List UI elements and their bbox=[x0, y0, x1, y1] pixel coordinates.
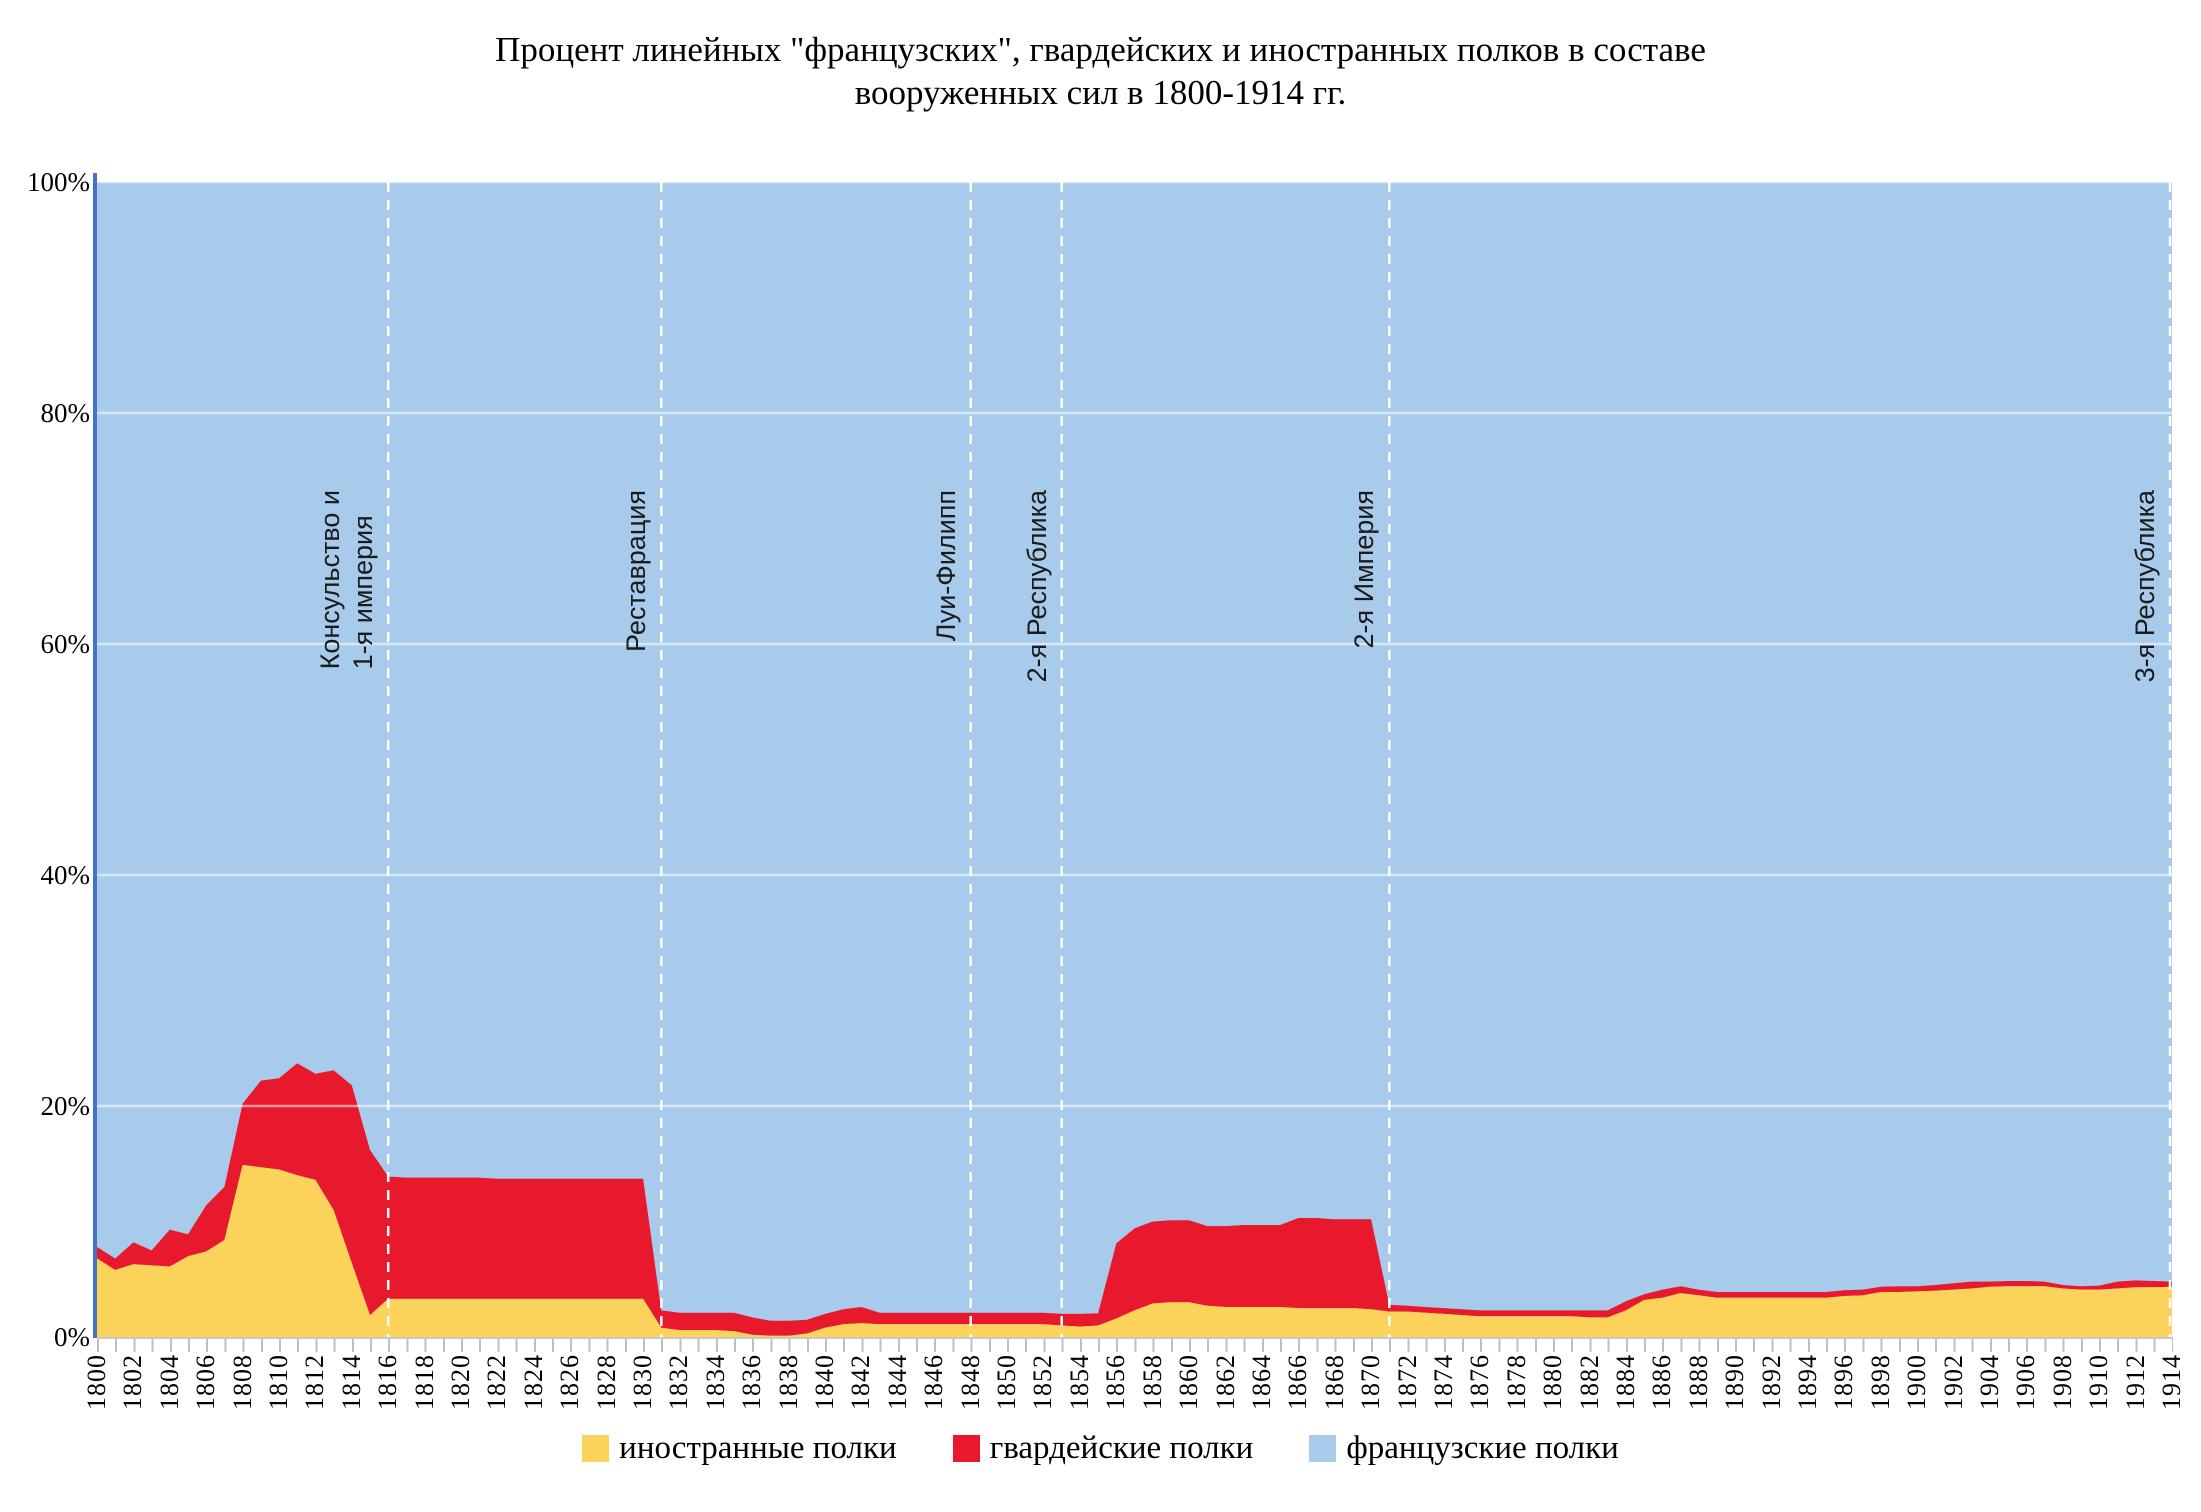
legend-label: гвардейские полки bbox=[989, 1430, 1254, 1466]
x-axis-label-1870: 1870 bbox=[1356, 1354, 1386, 1410]
x-axis-label-1858: 1858 bbox=[1137, 1354, 1167, 1410]
x-axis-label-1912: 1912 bbox=[2120, 1354, 2150, 1410]
era-annotation-1848: Луи-Филипп bbox=[930, 490, 963, 641]
era-annotation-1853: 2-я Республика bbox=[1021, 490, 1054, 682]
x-axis-label-1904: 1904 bbox=[1974, 1354, 2004, 1410]
x-axis-label-1872: 1872 bbox=[1392, 1354, 1422, 1410]
x-axis-label-1816: 1816 bbox=[373, 1354, 403, 1410]
x-axis-label-1848: 1848 bbox=[955, 1354, 985, 1410]
x-axis-label-1902: 1902 bbox=[1938, 1354, 1968, 1410]
era-annotation-text: Луи-Филипп bbox=[930, 490, 961, 642]
x-axis-label-1838: 1838 bbox=[773, 1354, 803, 1410]
x-axis-label-1864: 1864 bbox=[1246, 1354, 1276, 1410]
era-annotation-1871: 2-я Империя bbox=[1348, 490, 1381, 648]
x-axis-label-1820: 1820 bbox=[446, 1354, 476, 1410]
x-axis-label-1908: 1908 bbox=[2047, 1354, 2077, 1410]
x-axis-label-1874: 1874 bbox=[1428, 1354, 1458, 1410]
x-axis-label-1844: 1844 bbox=[882, 1354, 912, 1410]
y-axis-label-40: 40% bbox=[40, 860, 91, 890]
x-axis-label-1802: 1802 bbox=[118, 1354, 148, 1410]
era-annotation-text: 2-я Республика bbox=[1021, 490, 1052, 683]
chart-title-line1: Процент линейных "французских", гвардейс… bbox=[495, 30, 1706, 69]
x-axis-label-1888: 1888 bbox=[1683, 1354, 1713, 1410]
legend-label: французские полки bbox=[1346, 1430, 1619, 1466]
french-area bbox=[97, 182, 2172, 1337]
y-axis-label-0: 0% bbox=[54, 1322, 90, 1352]
x-axis-label-1866: 1866 bbox=[1283, 1354, 1313, 1410]
x-axis-label-1892: 1892 bbox=[1756, 1354, 1786, 1410]
y-axis-label-60: 60% bbox=[40, 629, 91, 659]
era-annotation-1816: Консульство и 1-я империя bbox=[314, 490, 380, 669]
x-axis-label-1832: 1832 bbox=[664, 1354, 694, 1410]
x-axis-label-1862: 1862 bbox=[1210, 1354, 1240, 1410]
x-axis-label-1840: 1840 bbox=[810, 1354, 840, 1410]
x-axis-label-1834: 1834 bbox=[700, 1354, 730, 1410]
x-axis-label-1836: 1836 bbox=[737, 1354, 767, 1410]
x-axis-label-1856: 1856 bbox=[1101, 1354, 1131, 1410]
legend-item-0: иностранные полки bbox=[582, 1430, 897, 1467]
x-axis-label-1914: 1914 bbox=[2157, 1354, 2186, 1410]
x-axis-label-1884: 1884 bbox=[1610, 1354, 1640, 1410]
era-annotation-text: Реставрация bbox=[621, 490, 652, 652]
era-annotation-text: 3-я Республика bbox=[2130, 490, 2160, 683]
x-axis-label-1806: 1806 bbox=[191, 1354, 221, 1410]
x-axis-label-1906: 1906 bbox=[2011, 1354, 2041, 1410]
legend-item-2: французские полки bbox=[1309, 1430, 1619, 1467]
x-axis-label-1804: 1804 bbox=[154, 1354, 184, 1410]
guard-area bbox=[97, 1063, 2172, 1336]
x-axis-label-1808: 1808 bbox=[227, 1354, 257, 1410]
y-axis-label-20: 20% bbox=[40, 1091, 91, 1121]
x-axis-label-1852: 1852 bbox=[1028, 1354, 1058, 1410]
y-axis-line bbox=[93, 173, 97, 1338]
x-axis-label-1826: 1826 bbox=[555, 1354, 585, 1410]
x-axis-label-1850: 1850 bbox=[992, 1354, 1022, 1410]
stacked-area-chart bbox=[97, 182, 2172, 1337]
era-annotation-text: Консульство и bbox=[315, 490, 346, 670]
chart-title: Процент линейных "французских", гвардейс… bbox=[0, 28, 2201, 114]
x-axis-label-1814: 1814 bbox=[336, 1354, 366, 1410]
plot-area: Консульство и 1-я империя Реставрация Луи-Ф… bbox=[97, 182, 2172, 1337]
x-axis-label-1822: 1822 bbox=[482, 1354, 512, 1410]
x-axis-label-1846: 1846 bbox=[919, 1354, 949, 1410]
era-annotation-1831: Реставрация bbox=[620, 490, 653, 652]
x-axis-label-1894: 1894 bbox=[1792, 1354, 1822, 1410]
era-annotation-1914: 3-я Республика bbox=[2129, 490, 2162, 682]
legend-swatch-icon bbox=[952, 1435, 980, 1462]
era-annotation-text: 1-я империя bbox=[348, 515, 379, 670]
foreign-area bbox=[97, 1164, 2172, 1337]
era-annotation-text: 2-я Империя bbox=[1349, 490, 1380, 649]
x-axis-label-1898: 1898 bbox=[1865, 1354, 1895, 1410]
x-axis-label-1842: 1842 bbox=[846, 1354, 876, 1410]
x-axis-label-1854: 1854 bbox=[1064, 1354, 1094, 1410]
y-axis-label-100: 100% bbox=[27, 167, 90, 197]
x-axis-label-1900: 1900 bbox=[1902, 1354, 1932, 1410]
y-axis-label-80: 80% bbox=[40, 398, 91, 428]
x-axis-label-1828: 1828 bbox=[591, 1354, 621, 1410]
x-axis-label-1890: 1890 bbox=[1720, 1354, 1750, 1410]
x-axis-label-1818: 1818 bbox=[409, 1354, 439, 1410]
x-axis-label-1812: 1812 bbox=[300, 1354, 330, 1410]
legend-swatch-icon bbox=[582, 1435, 610, 1462]
legend-item-1: гвардейские полки bbox=[952, 1430, 1254, 1467]
legend-label: иностранные полки bbox=[619, 1430, 897, 1466]
x-axis-label-1878: 1878 bbox=[1501, 1354, 1531, 1410]
x-axis-label-1830: 1830 bbox=[628, 1354, 658, 1410]
x-axis-label-1800: 1800 bbox=[82, 1354, 111, 1410]
chart-legend: иностранные полки гвардейские полки францу… bbox=[0, 1430, 2201, 1467]
x-axis-label-1886: 1886 bbox=[1647, 1354, 1677, 1410]
x-axis-label-1876: 1876 bbox=[1465, 1354, 1495, 1410]
chart-title-line2: вооруженных сил в 1800-1914 гг. bbox=[854, 73, 1347, 112]
x-axis-label-1896: 1896 bbox=[1829, 1354, 1859, 1410]
x-axis-tickstrip bbox=[97, 1337, 2173, 1352]
x-axis-label-1880: 1880 bbox=[1538, 1354, 1568, 1410]
x-axis-label-1882: 1882 bbox=[1574, 1354, 1604, 1410]
x-axis-label-1868: 1868 bbox=[1319, 1354, 1349, 1410]
x-axis-label-1910: 1910 bbox=[2084, 1354, 2114, 1410]
x-axis-label-1824: 1824 bbox=[518, 1354, 548, 1410]
legend-swatch-icon bbox=[1309, 1435, 1337, 1462]
x-axis-label-1810: 1810 bbox=[264, 1354, 294, 1410]
x-axis-label-1860: 1860 bbox=[1174, 1354, 1204, 1410]
